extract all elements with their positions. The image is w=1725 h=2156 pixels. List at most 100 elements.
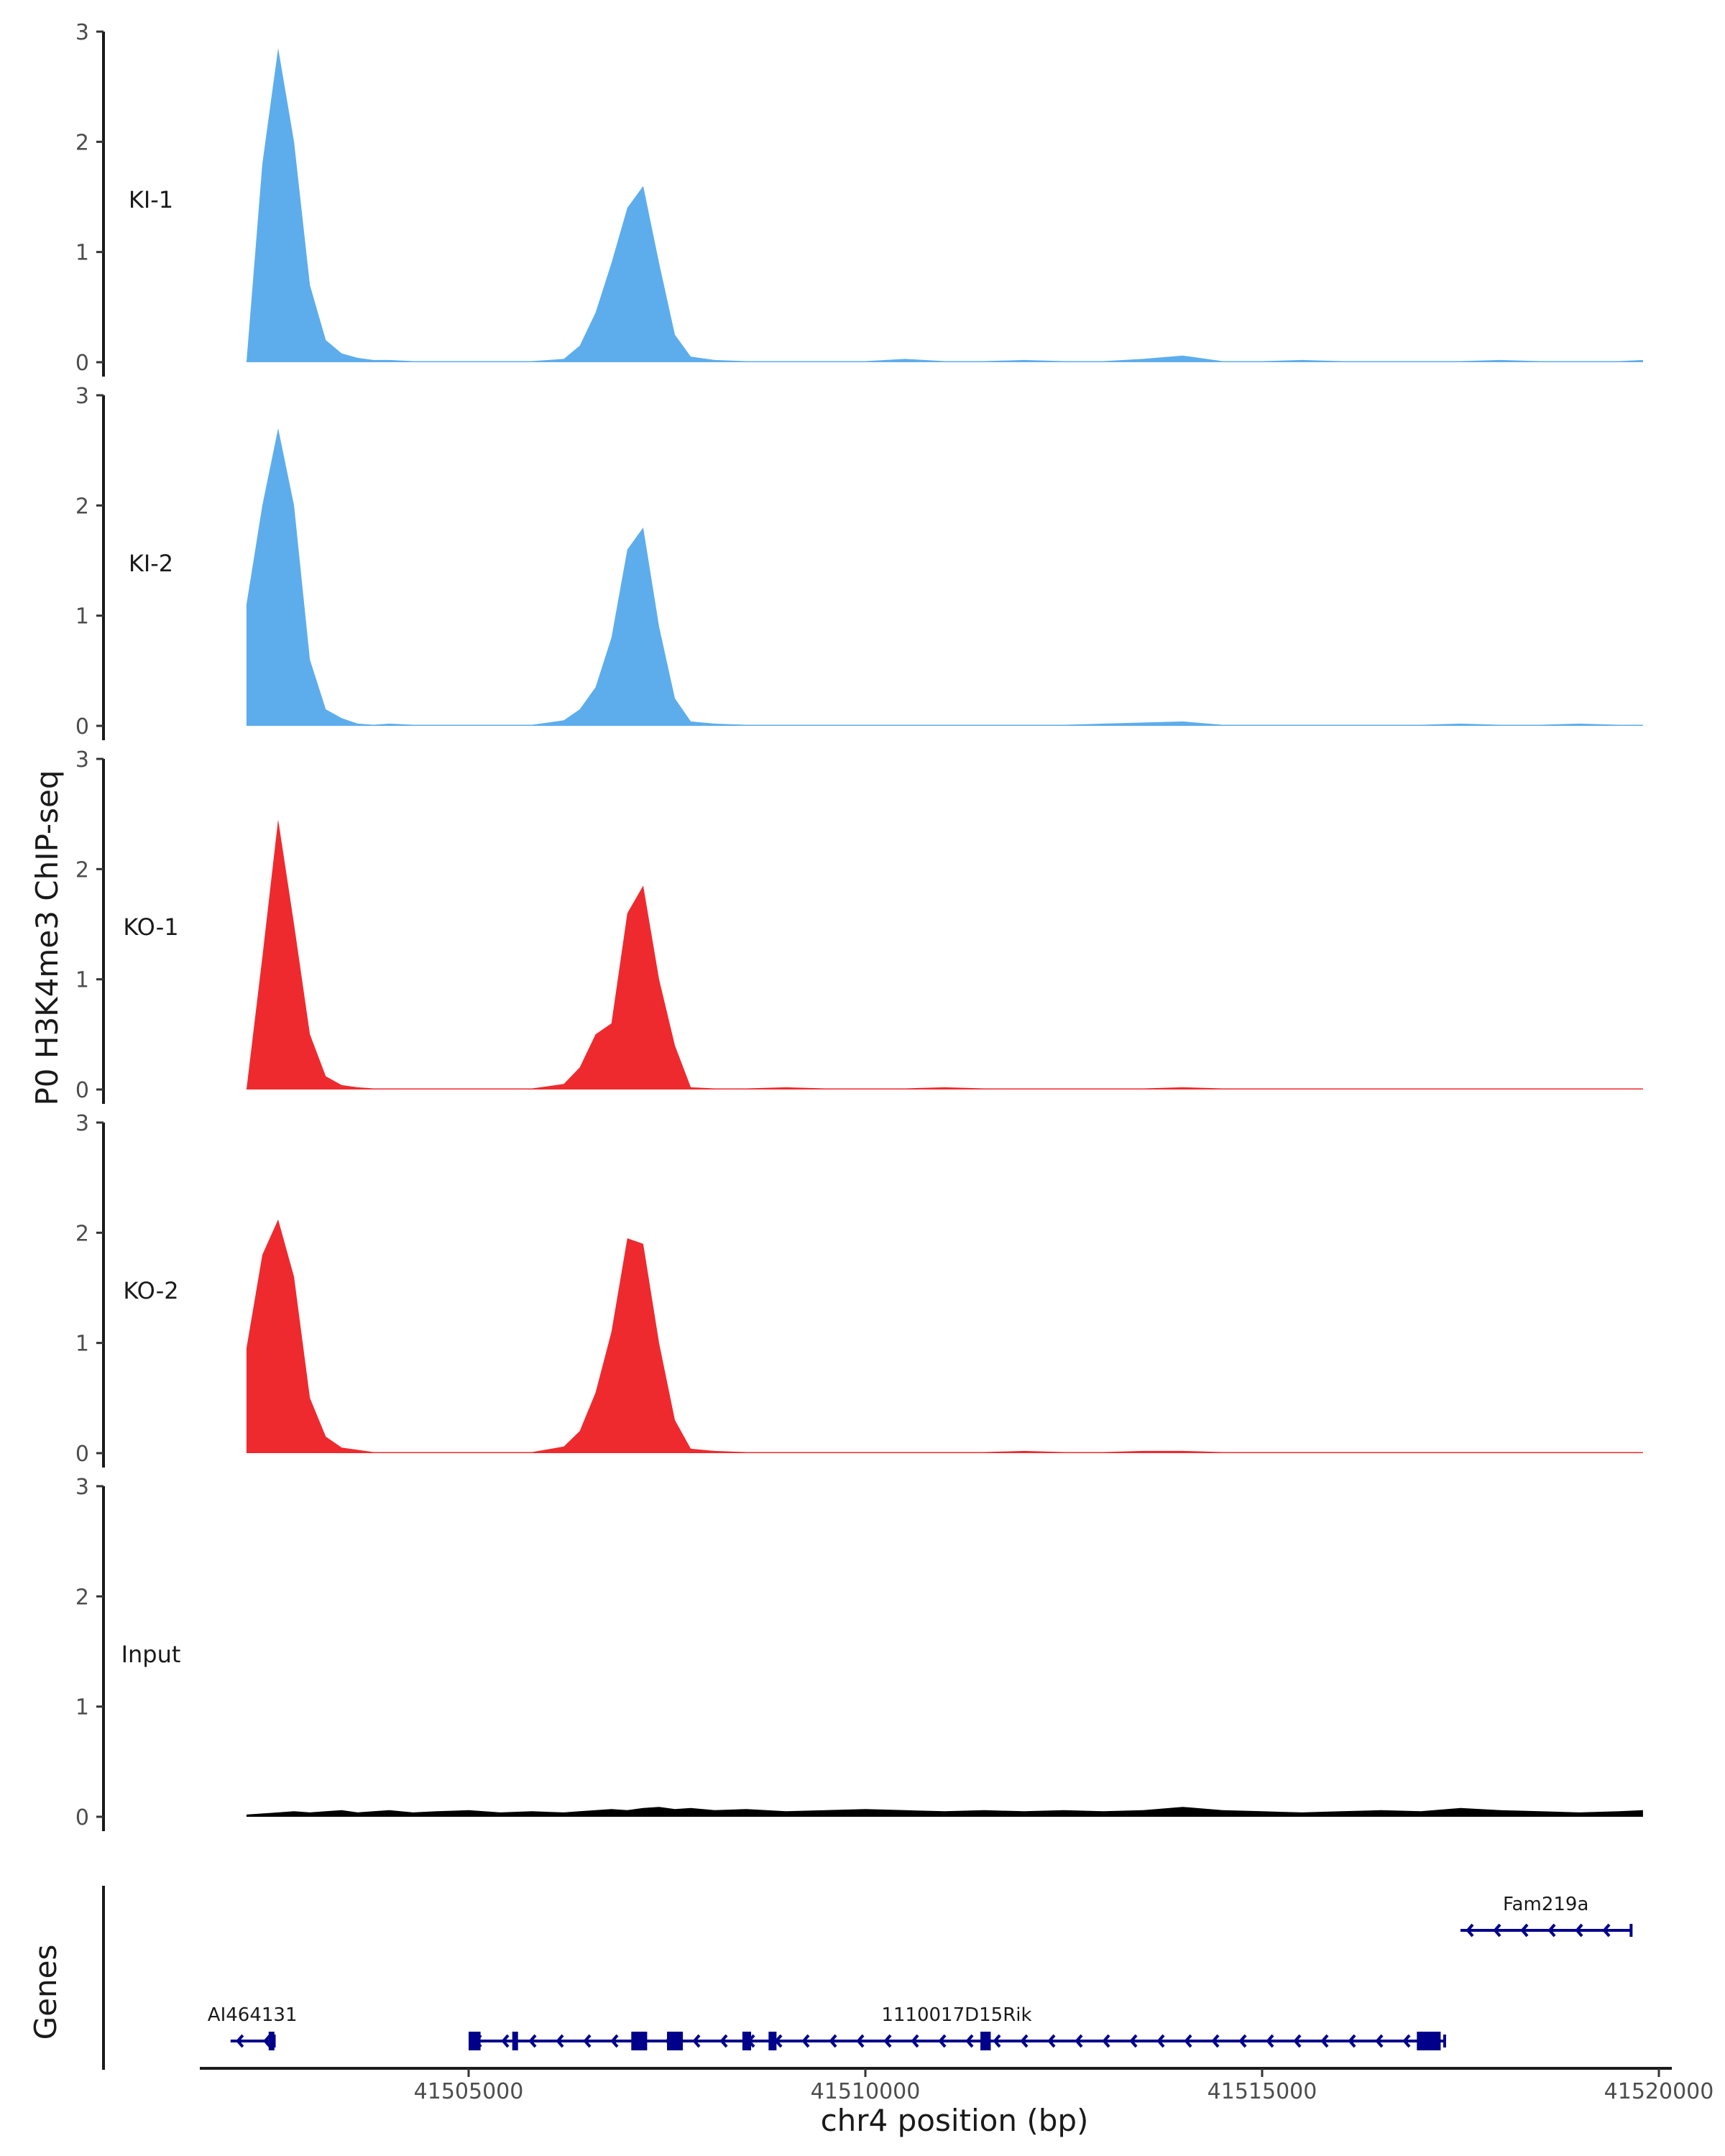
y-axis-title: P0 H3K4me3 ChIP-seq	[29, 770, 65, 1105]
signal-area-ki-2	[246, 428, 1643, 726]
gene-label: Fam219a	[1503, 1894, 1588, 1915]
strand-arrow	[856, 2034, 865, 2048]
y-tick-label: 1	[75, 968, 89, 993]
gene-models: AI464131 1110017D15Rik Fam219a	[208, 1894, 1633, 2050]
exon	[980, 2032, 991, 2050]
exon	[512, 2032, 518, 2050]
strand-arrow	[1520, 1923, 1529, 1938]
y-tick-label: 1	[75, 604, 89, 630]
strand-arrow	[1266, 2034, 1274, 2048]
y-tick-label: 2	[75, 857, 89, 883]
x-tick-label: 41520000	[1604, 2079, 1714, 2104]
strand-arrow	[583, 2034, 592, 2048]
y-tick-label: 2	[75, 130, 89, 155]
y-tick-label: 2	[75, 1221, 89, 1246]
y-tick-label: 3	[75, 747, 89, 773]
strand-arrow	[829, 2034, 837, 2048]
strand-arrow	[1075, 2034, 1083, 2048]
exon	[667, 2032, 684, 2050]
y-tick-label: 0	[75, 1078, 89, 1103]
strand-arrow	[1375, 2034, 1384, 2048]
strand-arrow	[528, 2034, 537, 2048]
y-tick-label: 1	[75, 241, 89, 266]
strand-arrow	[1211, 2034, 1220, 2048]
strand-arrow	[1184, 2034, 1192, 2048]
genes-track: Genes AI464131 1110017D15Rik Fam219a	[28, 1886, 1633, 2070]
track-label: KI-1	[129, 186, 173, 213]
strand-arrow	[938, 2034, 947, 2048]
y-tick-label: 0	[75, 351, 89, 376]
strand-arrow	[993, 2034, 1001, 2048]
y-tick-label: 2	[75, 494, 89, 519]
x-tick-label: 41510000	[811, 2079, 921, 2104]
strand-arrow	[1020, 2034, 1029, 2048]
track-input: 0 1 2 3 Input	[75, 1475, 1643, 1831]
y-tick-label: 3	[75, 1111, 89, 1136]
y-tick-label: 1	[75, 1695, 89, 1720]
strand-arrow	[801, 2034, 810, 2048]
track-ki-2: 0 1 2 3 KI-2	[75, 384, 1643, 740]
strand-arrow	[1348, 2034, 1356, 2048]
x-tick-label: 41505000	[414, 2079, 524, 2104]
strand-arrow	[1320, 2034, 1329, 2048]
exon	[742, 2032, 752, 2050]
track-ko-2: 0 1 2 3 KO-2	[75, 1111, 1643, 1468]
y-tick-label: 3	[75, 20, 89, 45]
y-tick-label: 3	[75, 1475, 89, 1500]
signal-area-input	[246, 1807, 1643, 1817]
strand-arrow	[965, 2034, 974, 2048]
gene-label: 1110017D15Rik	[881, 2004, 1031, 2026]
strand-arrow	[719, 2034, 728, 2048]
track-label: KI-2	[129, 550, 173, 577]
track-label: KO-2	[123, 1277, 178, 1304]
genes-track-title: Genes	[28, 1945, 63, 2040]
x-axis-title: chr4 position (bp)	[821, 2103, 1089, 2138]
y-tick-label: 0	[75, 714, 89, 740]
gene-1110017d15rik: 1110017D15Rik	[469, 2004, 1446, 2050]
strand-arrow	[1129, 2034, 1138, 2048]
strand-arrow	[1238, 2034, 1247, 2048]
x-ticks: 41505000 41510000 41515000 41520000	[414, 2068, 1714, 2104]
strand-arrow	[236, 2034, 244, 2048]
gene-ai464131: AI464131	[208, 2004, 298, 2050]
y-tick-label: 0	[75, 1442, 89, 1467]
track-label: KO-1	[123, 913, 178, 941]
strand-arrow	[610, 2034, 619, 2048]
signal-area-ki-1	[246, 48, 1643, 362]
track-label: Input	[121, 1641, 181, 1668]
strand-arrow	[1575, 1923, 1583, 1938]
strand-arrow	[1402, 2034, 1411, 2048]
strand-arrow	[1602, 1923, 1611, 1938]
strand-arrow	[1547, 1923, 1556, 1938]
gene-label: AI464131	[208, 2004, 298, 2026]
strand-arrow	[1047, 2034, 1056, 2048]
gene-fam219a: Fam219a	[1460, 1894, 1633, 1938]
strand-arrow	[501, 2034, 510, 2048]
y-tick-label: 1	[75, 1332, 89, 1357]
strand-arrow	[556, 2034, 564, 2048]
strand-arrow	[1293, 2034, 1302, 2048]
x-tick-label: 41515000	[1208, 2079, 1317, 2104]
exon	[469, 2032, 481, 2050]
strand-arrow	[263, 2034, 272, 2048]
strand-arrow	[883, 2034, 892, 2048]
signal-tracks: 0 1 2 3 KI-1 0 1 2 3 KI-2 0 1 2 3 KO-1 0 1 2 3 KO-2 0 1 2 3 Inpu…	[75, 20, 1643, 1831]
signal-area-ko-2	[246, 1219, 1643, 1453]
y-tick-label: 3	[75, 384, 89, 409]
strand-arrow	[1102, 2034, 1110, 2048]
strand-arrow	[692, 2034, 701, 2048]
strand-arrow	[911, 2034, 919, 2048]
x-axis: 41505000 41510000 41515000 41520000 chr4 po…	[200, 2067, 1714, 2138]
y-tick-label: 0	[75, 1805, 89, 1830]
exon	[768, 2032, 777, 2050]
signal-area-ko-1	[246, 819, 1643, 1089]
exon	[631, 2032, 648, 2050]
strand-arrow	[1493, 1923, 1501, 1938]
y-tick-label: 2	[75, 1585, 89, 1610]
track-ko-1: 0 1 2 3 KO-1	[75, 747, 1643, 1104]
exon	[1417, 2032, 1441, 2050]
strand-arrow	[1156, 2034, 1165, 2048]
track-ki-1: 0 1 2 3 KI-1	[75, 20, 1643, 377]
strand-arrow	[1466, 1923, 1474, 1938]
